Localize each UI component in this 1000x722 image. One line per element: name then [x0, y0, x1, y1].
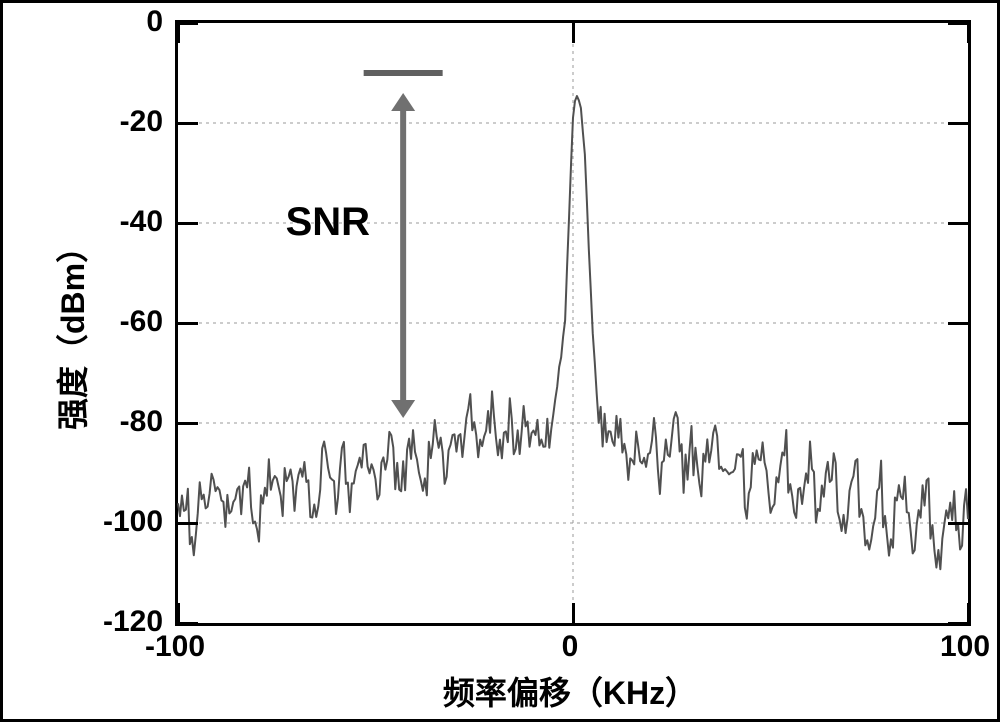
- x-axis-label: 频率偏移（KHz）: [443, 668, 697, 714]
- y-tick-label: -80: [120, 405, 163, 439]
- tick: [178, 522, 198, 525]
- y-tick-label: -40: [120, 205, 163, 239]
- plot-area: [175, 20, 971, 626]
- tick: [178, 322, 198, 325]
- tick: [177, 23, 180, 43]
- tick: [948, 222, 968, 225]
- y-tick-label: 0: [146, 5, 163, 39]
- tick: [572, 23, 575, 43]
- tick: [967, 603, 970, 623]
- tick: [178, 622, 198, 625]
- figure: 0-20-40-60-80-100-120 -1000100 强度（dBm） 频…: [0, 0, 1000, 722]
- tick: [178, 422, 198, 425]
- x-tick-label: -100: [145, 630, 205, 664]
- y-axis-label: 强度（dBm）: [48, 231, 94, 430]
- tick: [178, 22, 198, 25]
- y-tick-label: -20: [120, 105, 163, 139]
- tick: [178, 122, 198, 125]
- snr-label: SNR: [286, 200, 370, 245]
- tick: [948, 322, 968, 325]
- tick: [967, 23, 970, 43]
- snr-annotation-group: [364, 73, 443, 418]
- tick: [948, 422, 968, 425]
- tick: [178, 222, 198, 225]
- tick: [572, 603, 575, 623]
- tick: [948, 22, 968, 25]
- tick: [948, 522, 968, 525]
- tick: [948, 122, 968, 125]
- y-tick-label: -100: [103, 505, 163, 539]
- tick: [948, 622, 968, 625]
- x-tick-label: 0: [562, 630, 579, 664]
- tick: [177, 603, 180, 623]
- plot-svg: [178, 23, 968, 623]
- x-tick-label: 100: [940, 630, 990, 664]
- y-tick-label: -60: [120, 305, 163, 339]
